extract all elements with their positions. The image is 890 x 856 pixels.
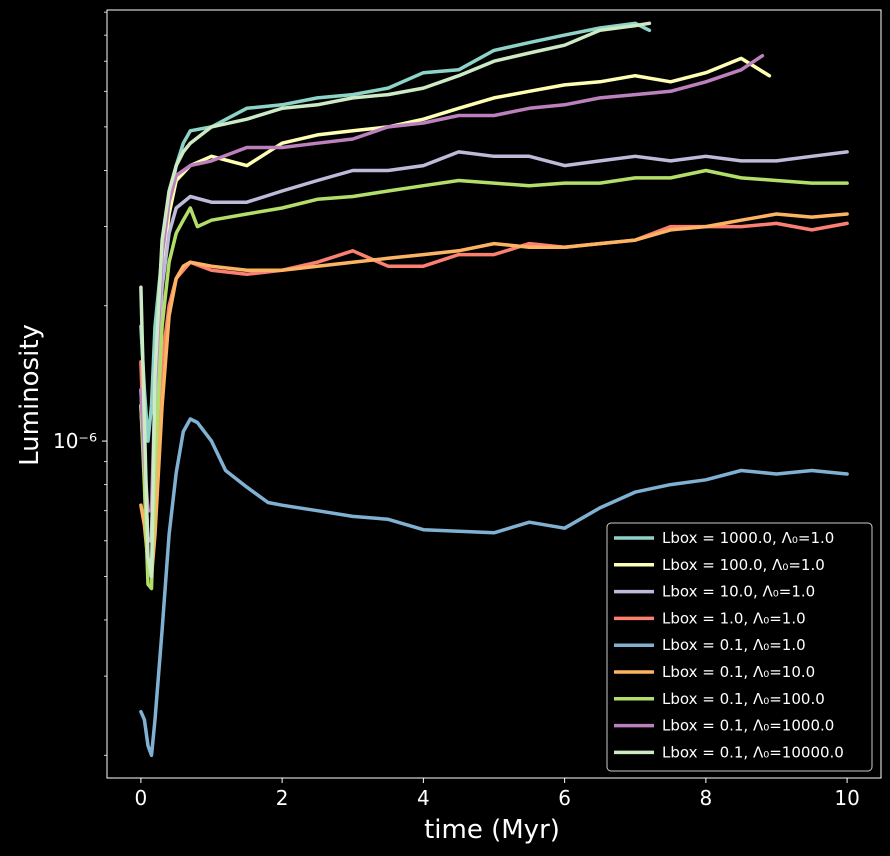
series-line-0 xyxy=(139,21,652,443)
x-axis-label: time (Myr) xyxy=(424,815,560,845)
x-tick-label: 4 xyxy=(417,786,430,810)
series-line-5 xyxy=(139,212,849,579)
legend: Lbox = 1000.0, Λ₀=1.0 Lbox = 100.0, Λ₀=1.… xyxy=(606,522,873,772)
x-tick-label: 6 xyxy=(558,786,571,810)
legend-label-0: Lbox = 1000.0, Λ₀=1.0 xyxy=(662,529,834,547)
x-axis: 0 2 4 6 8 10 xyxy=(135,778,860,810)
y-tick-label: 10⁻⁶ xyxy=(53,429,97,453)
series-layer xyxy=(139,21,849,758)
series-line-8 xyxy=(139,21,652,579)
series-line-6 xyxy=(139,168,849,591)
x-tick-label: 8 xyxy=(699,786,712,810)
x-tick-label: 0 xyxy=(135,786,148,810)
legend-box xyxy=(606,522,873,772)
legend-label-7: Lbox = 0.1, Λ₀=1000.0 xyxy=(662,717,834,735)
legend-items: Lbox = 1000.0, Λ₀=1.0 Lbox = 100.0, Λ₀=1.… xyxy=(614,529,844,761)
y-axis-label: Luminosity xyxy=(15,324,45,466)
series-line-4 xyxy=(139,417,849,758)
legend-label-8: Lbox = 0.1, Λ₀=10000.0 xyxy=(662,743,844,761)
x-tick-label: 10 xyxy=(834,786,859,810)
x-tick-label: 2 xyxy=(276,786,289,810)
legend-label-6: Lbox = 0.1, Λ₀=100.0 xyxy=(662,690,825,708)
legend-label-5: Lbox = 0.1, Λ₀=10.0 xyxy=(662,663,815,681)
y-axis: 10⁻⁶ xyxy=(53,11,107,756)
legend-label-3: Lbox = 1.0, Λ₀=1.0 xyxy=(662,609,806,627)
legend-label-4: Lbox = 0.1, Λ₀=1.0 xyxy=(662,636,806,654)
plot-area-frame xyxy=(106,9,882,779)
legend-label-1: Lbox = 100.0, Λ₀=1.0 xyxy=(662,556,825,574)
legend-label-2: Lbox = 10.0, Λ₀=1.0 xyxy=(662,583,815,601)
